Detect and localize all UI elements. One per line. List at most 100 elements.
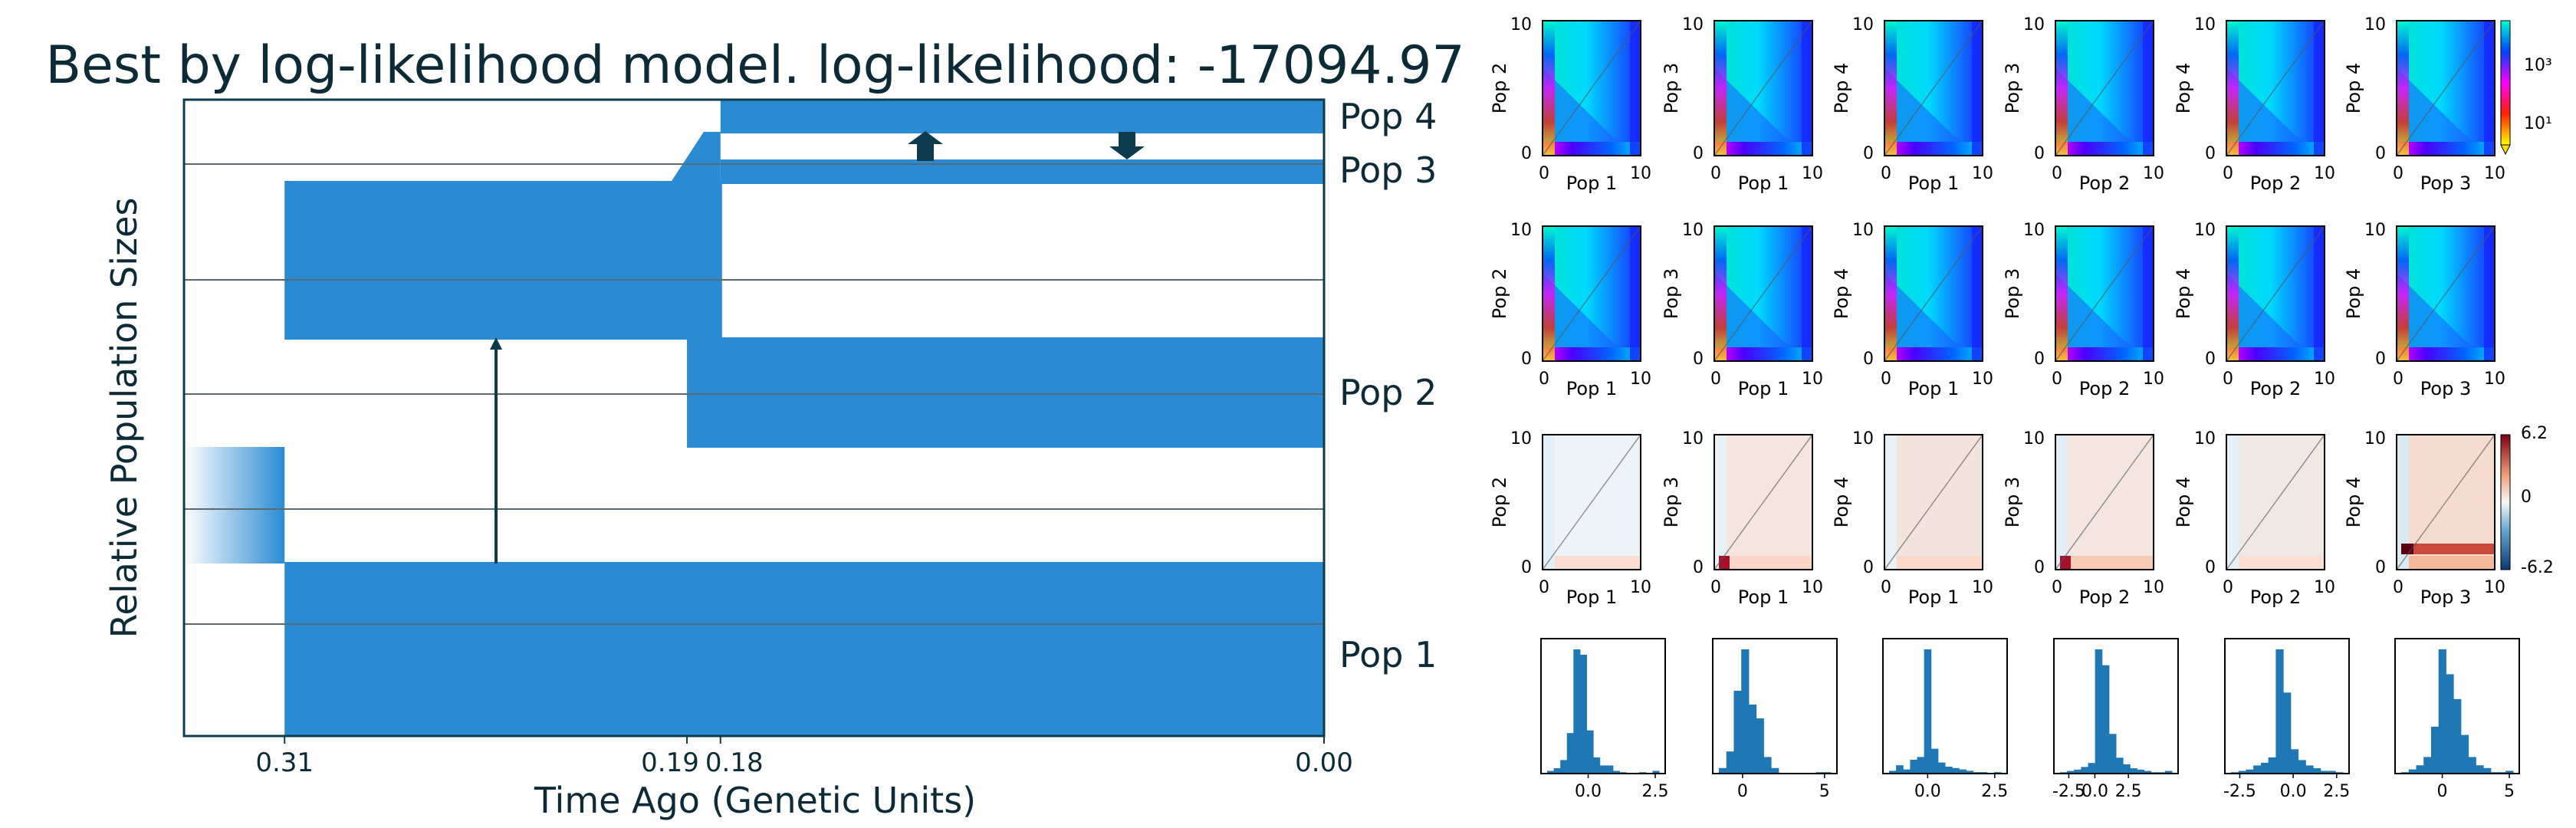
diagonal-line	[2226, 20, 2325, 156]
diagonal-line	[1542, 225, 1641, 362]
sfs-lower	[2055, 273, 2154, 361]
x-axis-label: Pop 1	[1738, 378, 1789, 399]
x-axis-label: Pop 1	[1908, 172, 1959, 194]
histogram-bar	[1566, 733, 1574, 774]
sfs-left-col	[1714, 226, 1727, 361]
histogram-bar	[2505, 770, 2514, 774]
histogram-bar	[2246, 769, 2254, 774]
y-axis-label: Pop 3	[1661, 268, 1682, 319]
sfs-lower	[2397, 67, 2495, 156]
x-tick-label: 2.5	[2115, 782, 2142, 801]
sfs-right-col	[1802, 21, 1812, 156]
histogram-bar	[1606, 765, 1614, 774]
resid-bottom-row	[1884, 556, 1983, 570]
tick-label: 10	[1510, 15, 1532, 34]
resid-left-col	[2226, 435, 2239, 570]
x-tick-label: 0.18	[705, 748, 764, 778]
panel-frame	[1542, 434, 1641, 570]
tick-label: 0	[2205, 144, 2216, 163]
demographic-model: 0.31 0.19 0.18 0.00 Pop 1 Pop 2 Pop 3 Pop 4	[182, 96, 1437, 778]
x-axis-label: Pop 1	[1908, 586, 1959, 608]
sfs-bottom-row	[1714, 142, 1812, 156]
sfs-panel: 0 10 0 10 Pop 1 Pop 2	[1489, 15, 1651, 194]
diagonal-line	[2226, 225, 2325, 362]
sfs-lower	[2055, 67, 2154, 156]
histogram-bar	[2328, 770, 2336, 774]
sfs-right-col	[1630, 21, 1641, 156]
x-axis-label: Pop 1	[1566, 586, 1617, 608]
x-tick-label: -2.5	[2223, 782, 2256, 801]
x-axis-label: Pop 3	[2420, 586, 2471, 608]
tick-label: 10	[1682, 429, 1704, 449]
pop-label: Pop 3	[1339, 150, 1437, 191]
histogram-bar	[2067, 770, 2075, 774]
sfs-right-col	[2143, 21, 2154, 156]
histogram-bar	[1924, 649, 1932, 774]
diagonal-line	[1542, 20, 1641, 156]
y-axis-label: Pop 3	[1661, 477, 1682, 527]
panel-frame	[1714, 225, 1813, 362]
histogram-bar	[2268, 757, 2276, 774]
histogram-bar	[1771, 767, 1779, 774]
sfs-right-col	[2143, 226, 2154, 361]
panel-frame	[2055, 434, 2154, 570]
histogram-bar	[2081, 767, 2088, 774]
histogram-bar	[2476, 765, 2484, 774]
histogram-bar	[1733, 691, 1742, 774]
tick-label: 0	[1863, 558, 1874, 577]
tick-label: 10	[2143, 370, 2164, 389]
histogram-bar	[2283, 692, 2292, 774]
x-axis-label: Pop 2	[2250, 378, 2301, 399]
colorbar	[2500, 20, 2511, 146]
x-tick-label: 0	[1737, 782, 1748, 801]
y-axis-label: Pop 3	[2002, 477, 2023, 527]
tick-label: 0	[2393, 370, 2404, 389]
histogram-bar	[2130, 768, 2137, 774]
histogram-bar	[2164, 770, 2173, 774]
resid-left-col	[1884, 435, 1897, 570]
histogram-bar	[1719, 767, 1727, 774]
sfs-left-col	[1714, 21, 1727, 156]
histogram-bar	[1959, 769, 1967, 774]
colorbar-label: 10³	[2524, 56, 2552, 75]
split-block	[687, 181, 722, 342]
histogram-bar	[2253, 765, 2262, 774]
migration-arrow-down	[1109, 132, 1145, 159]
sfs-left-col	[2226, 21, 2239, 156]
tick-label: 0	[1881, 578, 1891, 597]
panel-frame	[2396, 20, 2496, 156]
pop-4-band	[720, 100, 1324, 133]
x-tick-label: 2.5	[1981, 782, 2008, 801]
histogram-bar	[2408, 769, 2417, 774]
tick-label: 10	[1630, 164, 1651, 183]
colorbar-extend	[2500, 144, 2511, 156]
histogram-bar	[1910, 760, 1917, 774]
diagonal-line	[2396, 20, 2496, 156]
tick-label: 10	[1802, 578, 1823, 597]
x-axis-label: Pop 2	[2079, 586, 2130, 608]
sfs-panel: 0 10 0 10 Pop 2 Pop 4	[2173, 221, 2335, 399]
sfs-panel: 0 10 0 10 Pop 2 Pop 3	[2002, 15, 2164, 194]
histogram-bar	[1945, 767, 1953, 774]
histogram-bar	[2144, 770, 2152, 774]
tick-label: 0	[1863, 144, 1874, 163]
resid-left-col	[1714, 435, 1727, 570]
diagonal-line	[2396, 434, 2496, 570]
x-tick-label: 0.0	[1914, 782, 1941, 801]
tick-label: 10	[1510, 221, 1532, 240]
sfs-lower	[2397, 273, 2495, 361]
resid-hot-cell	[1719, 556, 1730, 570]
y-axis-label: Pop 3	[2002, 268, 2023, 319]
colorbar-label: 6.2	[2521, 424, 2548, 443]
diagonal-line	[1714, 434, 1813, 570]
tick-label: 0	[2205, 350, 2216, 369]
tick-label: 0	[1881, 370, 1891, 389]
histogram-bar	[2483, 767, 2492, 774]
sfs-right-col	[1972, 226, 1983, 361]
histogram-bar	[2423, 757, 2432, 774]
sfs-right-col	[1802, 226, 1812, 361]
resid-bottom-row	[2226, 556, 2325, 570]
